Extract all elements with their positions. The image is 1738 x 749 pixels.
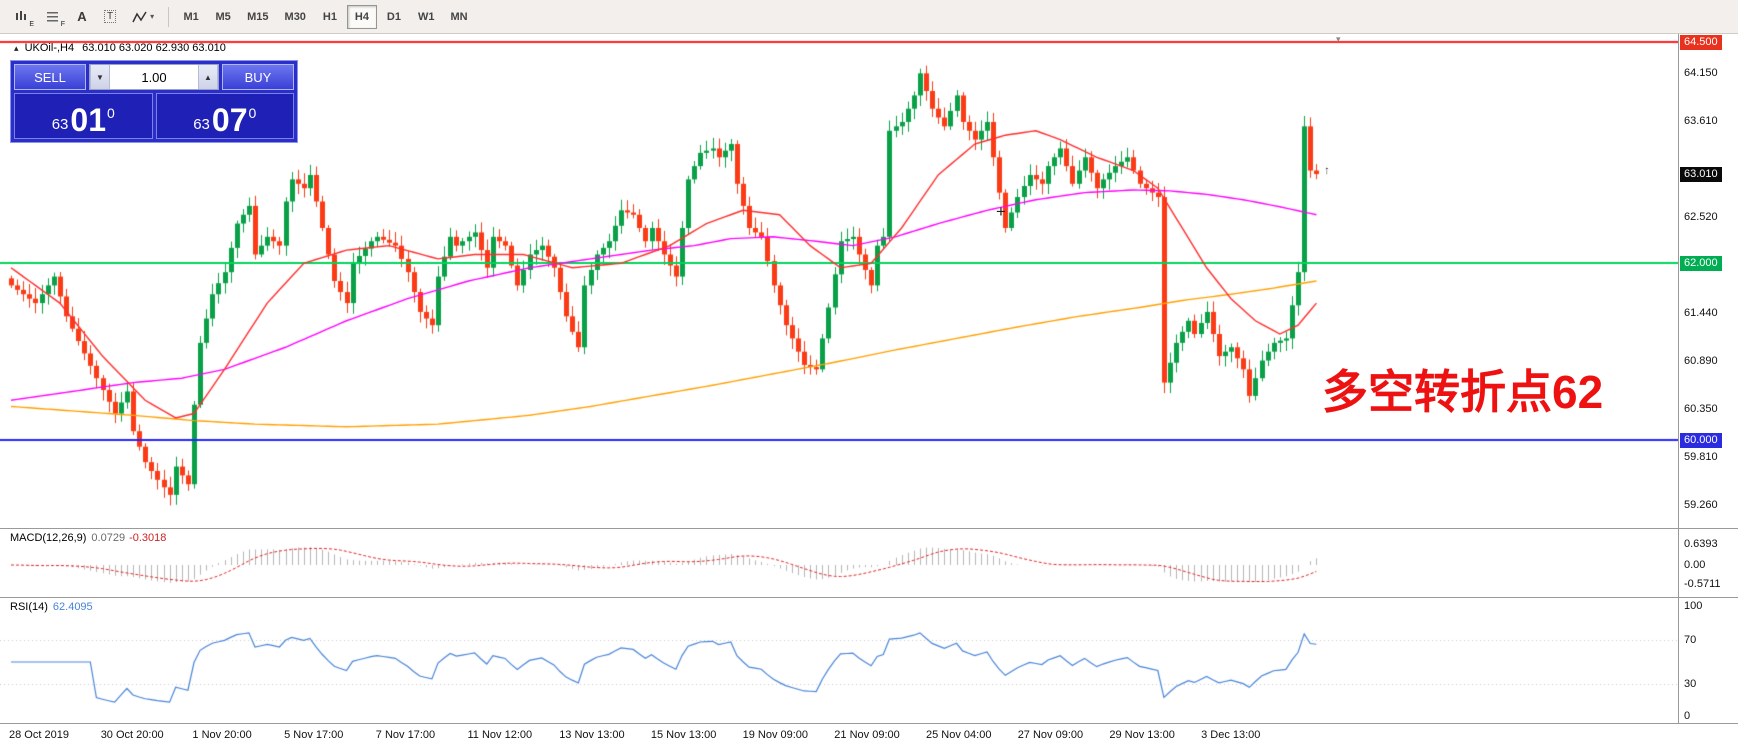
- time-axis[interactable]: [0, 724, 1738, 749]
- symbol-title: UKOil-,H4: [24, 42, 75, 54]
- volume-input[interactable]: 1.00: [110, 65, 198, 89]
- time-axis-label: 19 Nov 09:00: [742, 729, 809, 741]
- time-axis-label: 5 Nov 17:00: [284, 729, 344, 741]
- toolbar: E F A T ▾ M1 M5 M15 M30 H1 H4 D1 W1 MN: [0, 0, 1738, 34]
- one-click-collapse-icon[interactable]: ▴: [14, 43, 19, 53]
- price-axis-label: 60.350: [1684, 403, 1718, 416]
- one-click-trading-panel: SELL ▼ 1.00 ▲ BUY 63 01 0 63 07 0: [10, 60, 298, 143]
- rsi-panel-divider[interactable]: [0, 597, 1738, 598]
- time-axis-label: 30 Oct 20:00: [100, 729, 164, 741]
- ask-pip-digit: 0: [248, 105, 257, 121]
- time-axis-label: 1 Nov 20:00: [192, 729, 252, 741]
- price-pointer-icon: ↑: [1324, 163, 1330, 177]
- time-axis-label: 3 Dec 13:00: [1201, 729, 1261, 741]
- chart-symbol-header: ▴ UKOil-,H4 63.010 63.020 62.930 63.010: [14, 42, 226, 54]
- bid-pip-digit: 0: [106, 105, 115, 121]
- ask-price-display[interactable]: 63 07 0: [155, 93, 294, 139]
- macd-axis-label: -0.5711: [1684, 577, 1721, 590]
- price-axis-label: 59.260: [1684, 499, 1718, 512]
- price-tag-resistance-level: 64.500: [1680, 34, 1722, 50]
- buy-button[interactable]: BUY: [222, 64, 294, 90]
- time-axis-label: 7 Nov 17:00: [375, 729, 436, 741]
- symbol-ohlc: 63.010 63.020 62.930 63.010: [82, 42, 226, 54]
- time-axis-label: 27 Nov 09:00: [1017, 729, 1084, 741]
- timeframe-button-h1[interactable]: H1: [315, 5, 345, 29]
- timeframe-button-w1[interactable]: W1: [411, 5, 442, 29]
- time-axis-divider: [0, 723, 1738, 724]
- timeframe-button-mn[interactable]: MN: [443, 5, 474, 29]
- bid-prefix: 63: [51, 116, 69, 133]
- price-tag-current-price: 63.010: [1680, 166, 1722, 182]
- price-tag-support-level: 60.000: [1680, 432, 1722, 448]
- rsi-value: 62.4095: [52, 601, 93, 613]
- text-box-icon[interactable]: T: [97, 5, 123, 29]
- toolbar-separator: [168, 6, 170, 27]
- timeframe-button-m1[interactable]: M1: [176, 5, 206, 29]
- sell-button[interactable]: SELL: [14, 64, 86, 90]
- candlestick-chart-icon[interactable]: E: [7, 5, 36, 29]
- macd-axis-label: 0.00: [1684, 559, 1706, 571]
- macd-signal-value: -0.3018: [129, 532, 167, 544]
- time-axis-label: 21 Nov 09:00: [834, 729, 900, 741]
- time-axis-label: 29 Nov 13:00: [1109, 729, 1175, 741]
- price-axis-label: 62.520: [1684, 211, 1718, 224]
- time-axis-label: 25 Nov 04:00: [926, 729, 992, 741]
- chart-annotation: 多空转折点62: [1322, 366, 1604, 418]
- rsi-axis-label: 100: [1684, 600, 1703, 612]
- macd-panel-canvas[interactable]: [0, 529, 1678, 597]
- rsi-name: RSI(14): [10, 601, 48, 613]
- time-axis-label: 13 Nov 13:00: [559, 729, 625, 741]
- price-axis-label: 63.610: [1684, 115, 1718, 128]
- timeframe-button-h4[interactable]: H4: [346, 4, 377, 29]
- volume-up-button[interactable]: ▲: [198, 65, 218, 89]
- timeframe-button-m30[interactable]: M30: [278, 5, 313, 29]
- macd-name: MACD(12,26,9): [10, 532, 87, 544]
- icon-sub-letter: F: [60, 20, 65, 28]
- crosshair-marker: +: [996, 202, 1006, 221]
- icon-sub-letter: E: [29, 20, 34, 28]
- polyline-tool-icon[interactable]: ▾: [125, 5, 161, 29]
- chart-shift-marker-icon: ▾: [1336, 34, 1341, 44]
- macd-main-value: 0.0729: [91, 532, 126, 544]
- bid-big-digits: 01: [70, 101, 106, 138]
- toolbar-icon-group: E F A T ▾: [6, 0, 162, 33]
- bid-price-display[interactable]: 63 01 0: [14, 93, 153, 139]
- ask-big-digits: 07: [211, 101, 248, 138]
- dropdown-caret-icon: ▾: [150, 12, 155, 21]
- rsi-header: RSI(14) 62.4095: [10, 601, 93, 613]
- ask-prefix: 63: [193, 116, 210, 133]
- grid-icon[interactable]: F: [38, 5, 67, 29]
- timeframe-button-d1[interactable]: D1: [379, 5, 409, 29]
- macd-axis-label: 0.6393: [1684, 537, 1718, 550]
- price-axis-label: 64.150: [1684, 67, 1718, 80]
- macd-panel-divider[interactable]: [0, 528, 1738, 529]
- price-axis-label: 60.890: [1684, 355, 1718, 368]
- timeframe-button-m15[interactable]: M15: [240, 5, 275, 29]
- rsi-axis-label: 30: [1684, 678, 1697, 691]
- price-tag-pivot-level: 62.000: [1680, 255, 1722, 271]
- price-axis-divider: [1678, 34, 1679, 723]
- price-axis-label: 61.440: [1684, 306, 1718, 319]
- text-annotation-icon[interactable]: A: [69, 5, 95, 29]
- time-axis-label: 11 Nov 12:00: [467, 729, 533, 741]
- volume-down-button[interactable]: ▼: [90, 65, 110, 89]
- timeframe-toolbar: M1 M5 M15 M30 H1 H4 D1 W1 MN: [175, 0, 475, 33]
- price-axis-label: 59.810: [1684, 450, 1718, 463]
- rsi-panel-canvas[interactable]: [0, 598, 1678, 723]
- time-axis-label: 28 Oct 2019: [9, 729, 69, 741]
- macd-header: MACD(12,26,9) 0.0729 -0.3018: [10, 532, 166, 544]
- rsi-axis-label: 0: [1684, 710, 1691, 722]
- time-axis-label: 15 Nov 13:00: [650, 729, 717, 741]
- timeframe-button-m5[interactable]: M5: [208, 5, 238, 29]
- rsi-axis-label: 70: [1684, 633, 1697, 646]
- volume-spinner: ▼ 1.00 ▲: [89, 64, 219, 90]
